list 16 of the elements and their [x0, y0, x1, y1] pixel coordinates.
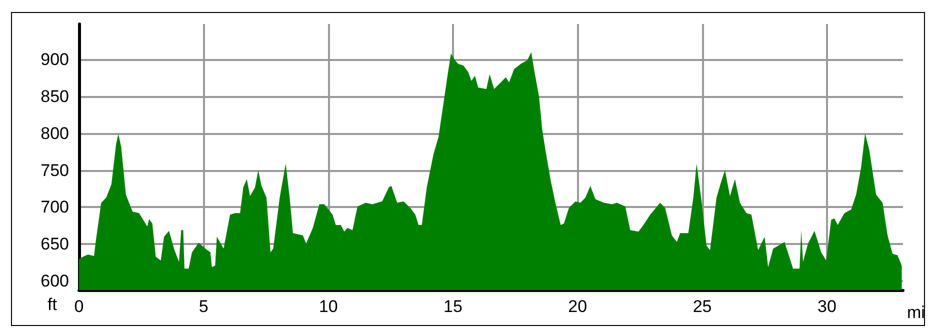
x-tick-label: 10 [318, 297, 338, 316]
y-tick-label: 750 [40, 160, 69, 180]
y-tick-label: 700 [40, 198, 69, 217]
x-tick-label: 5 [198, 297, 208, 316]
x-axis-title: mi [907, 303, 925, 322]
y-tick-label: 900 [40, 50, 69, 69]
y-tick-label: 800 [40, 124, 69, 143]
x-tick-label: 15 [444, 297, 462, 316]
y-tick-label: 600 [40, 272, 69, 291]
y-tick-label: 650 [40, 234, 69, 254]
x-tick-label: 30 [817, 297, 836, 316]
y-tick-label: 850 [40, 86, 69, 106]
y-axis-title: ft [48, 295, 58, 314]
x-tick-label: 20 [568, 297, 588, 316]
x-tick-label: 25 [692, 297, 712, 316]
x-tick-label: 0 [74, 297, 84, 316]
